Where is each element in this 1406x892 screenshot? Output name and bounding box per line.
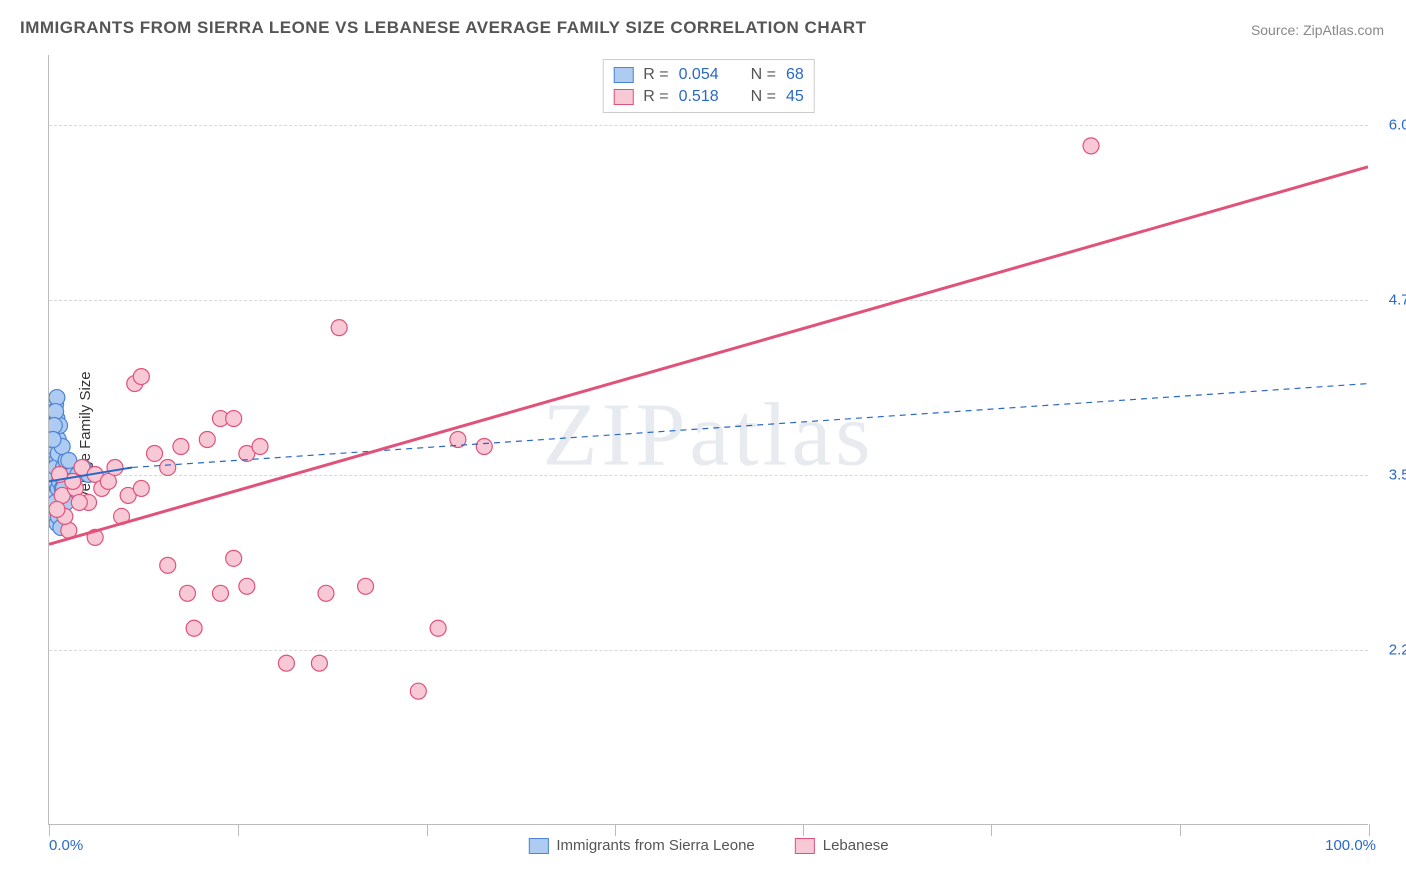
legend-row-sierra: R = 0.054 N = 68 [613,64,804,86]
point-lebanese [278,655,294,671]
legend-n-value-lebanese: 45 [786,88,804,106]
point-lebanese [318,585,334,601]
x-tick [427,824,428,836]
point-lebanese [160,557,176,573]
point-lebanese [239,578,255,594]
point-lebanese [212,585,228,601]
point-lebanese [358,578,374,594]
x-tick [1180,824,1181,836]
x-tick [803,824,804,836]
legend-r-value-lebanese: 0.518 [679,88,719,106]
point-lebanese [226,550,242,566]
point-lebanese [410,683,426,699]
point-lebanese [160,459,176,475]
legend-r-label: R = [643,88,668,106]
point-lebanese [133,480,149,496]
point-lebanese [147,445,163,461]
point-lebanese [71,494,87,510]
point-lebanese [199,432,215,448]
point-lebanese [226,411,242,427]
x-tick [49,824,50,836]
legend-n-label: N = [751,66,776,84]
x-tick [238,824,239,836]
point-lebanese [476,439,492,455]
legend-swatch-sierra [613,67,633,83]
point-lebanese [430,620,446,636]
legend-bottom-label-sierra: Immigrants from Sierra Leone [556,837,754,854]
legend-r-label: R = [643,66,668,84]
legend-bottom: Immigrants from Sierra Leone Lebanese [528,837,888,854]
point-lebanese [186,620,202,636]
y-tick-label: 6.00 [1389,117,1406,134]
x-tick [991,824,992,836]
y-tick-label: 4.75 [1389,292,1406,309]
x-tick [1369,824,1370,836]
point-sierra [49,432,61,448]
point-sierra [49,404,64,420]
legend-row-lebanese: R = 0.518 N = 45 [613,86,804,108]
point-lebanese [252,439,268,455]
y-tick-label: 2.25 [1389,642,1406,659]
x-axis-max-label: 100.0% [1325,837,1376,854]
legend-bottom-lebanese: Lebanese [795,837,889,854]
point-lebanese [107,459,123,475]
source-label: Source: ZipAtlas.com [1251,22,1384,38]
trendline-lebanese [49,167,1368,545]
legend-n-label: N = [751,88,776,106]
point-lebanese [180,585,196,601]
plot-area: Average Family Size 2.253.504.756.00 ZIP… [48,55,1368,825]
legend-r-value-sierra: 0.054 [679,66,719,84]
legend-bottom-swatch-lebanese [795,838,815,854]
x-axis-min-label: 0.0% [49,837,83,854]
legend-bottom-sierra: Immigrants from Sierra Leone [528,837,754,854]
chart-title: IMMIGRANTS FROM SIERRA LEONE VS LEBANESE… [20,18,867,38]
trendline-sierra-ext [132,384,1368,468]
point-lebanese [331,320,347,336]
y-tick-label: 3.50 [1389,467,1406,484]
legend-top: R = 0.054 N = 68 R = 0.518 N = 45 [602,59,815,113]
scatter-svg [49,55,1368,824]
point-lebanese [1083,138,1099,154]
point-lebanese [133,369,149,385]
point-lebanese [311,655,327,671]
x-tick [615,824,616,836]
legend-n-value-sierra: 68 [786,66,804,84]
point-lebanese [173,439,189,455]
legend-bottom-swatch-sierra [528,838,548,854]
legend-swatch-lebanese [613,89,633,105]
legend-bottom-label-lebanese: Lebanese [823,837,889,854]
point-lebanese [49,501,65,517]
point-sierra [49,418,62,434]
